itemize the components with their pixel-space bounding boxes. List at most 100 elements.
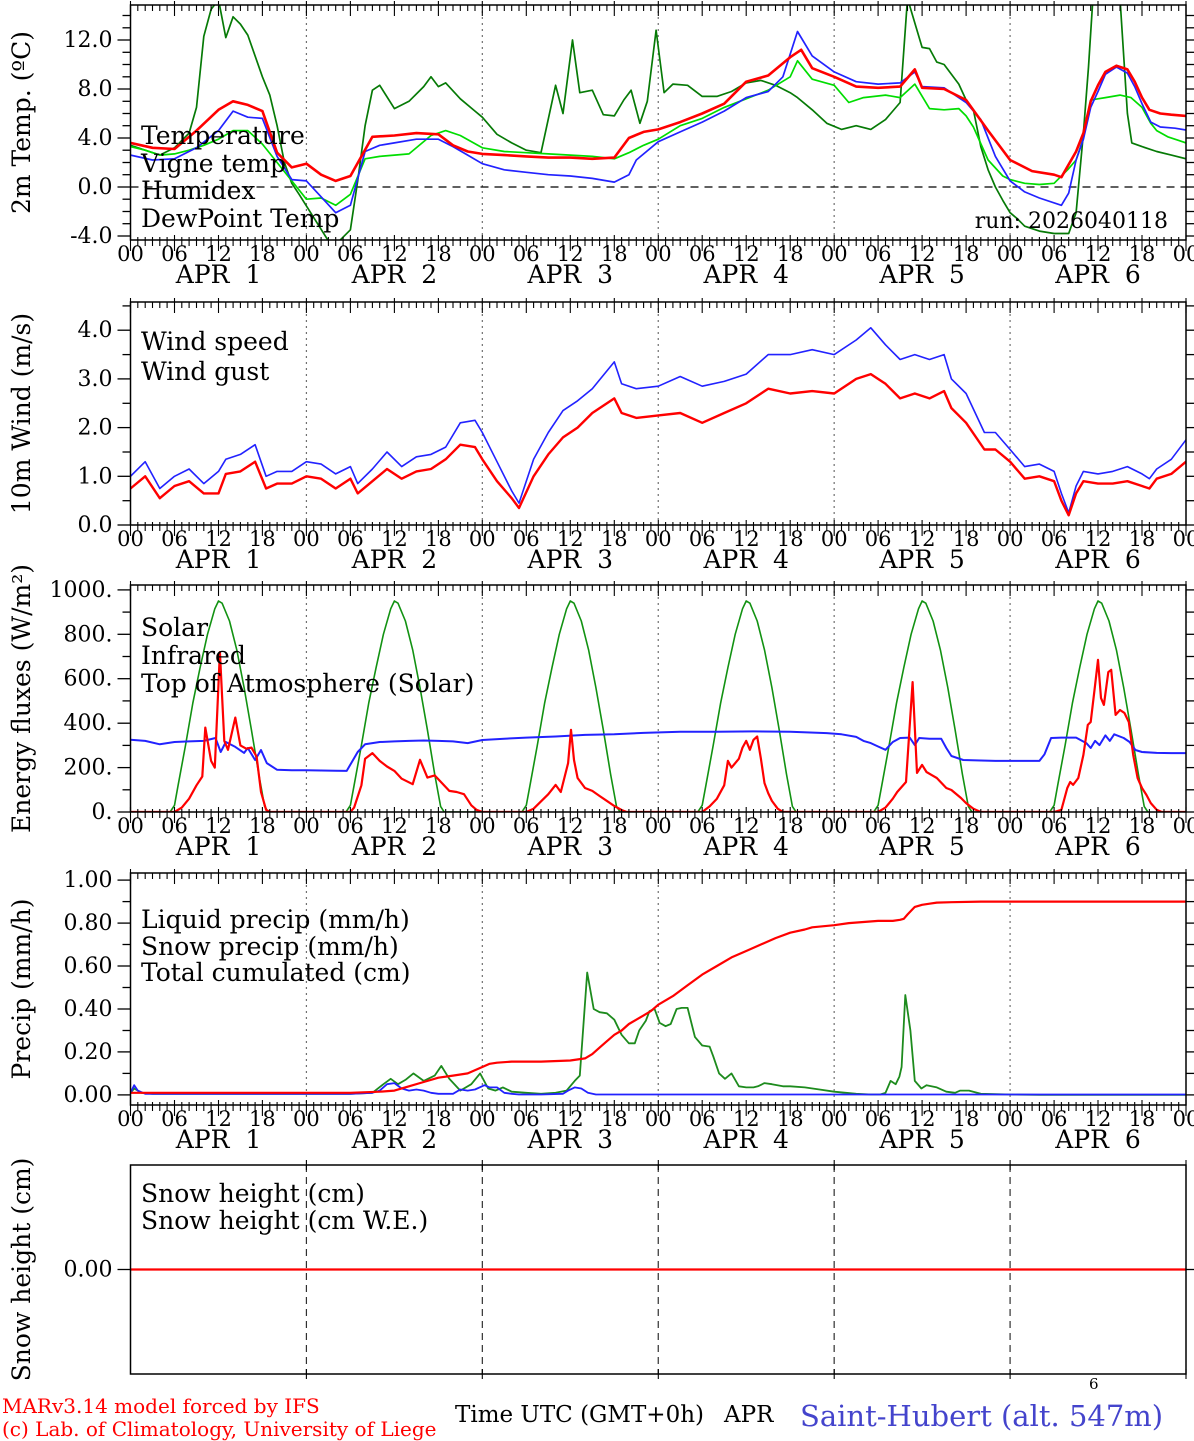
x-hour-label: 00 xyxy=(997,242,1024,266)
x-hour-label: 00 xyxy=(293,242,320,266)
x-hour-label: 00 xyxy=(117,242,144,266)
y-tick-label: -4.0 xyxy=(70,224,112,249)
x-hour-label: 00 xyxy=(1173,242,1194,266)
y-tick-label: 0.0 xyxy=(78,175,113,200)
x-hour-label: 00 xyxy=(997,814,1024,838)
x-hour-label: 00 xyxy=(821,814,848,838)
x-hour-label: 00 xyxy=(997,527,1024,551)
footer-page-number: 6 xyxy=(1089,1377,1099,1392)
panel-frame xyxy=(131,302,1187,525)
x-hour-label: 00 xyxy=(469,1107,496,1131)
x-day-label: APR 6 xyxy=(1054,260,1141,289)
x-hour-label: 00 xyxy=(117,527,144,551)
y-tick-label: 4.0 xyxy=(78,318,113,343)
x-day-label: APR 1 xyxy=(175,545,262,574)
series-liquid-precip xyxy=(131,973,1187,1095)
x-day-label: APR 1 xyxy=(175,832,262,861)
x-day-label: APR 4 xyxy=(702,260,789,289)
x-hour-label: 00 xyxy=(821,1107,848,1131)
series-infrared xyxy=(131,731,1187,771)
legend-2m-temp-2: Humidex xyxy=(141,176,256,205)
x-day-label: APR 1 xyxy=(175,1125,262,1154)
legend-snow-height-0: Snow height (cm) xyxy=(141,1179,365,1208)
x-hour-label: 00 xyxy=(469,527,496,551)
x-hour-label: 00 xyxy=(117,814,144,838)
x-day-label: APR 4 xyxy=(702,1125,789,1154)
y-tick-label: 0.00 xyxy=(64,1083,113,1108)
x-day-label: APR 5 xyxy=(878,260,965,289)
x-day-label: APR 2 xyxy=(351,260,438,289)
legend-2m-temp-1: Vigne temp xyxy=(140,149,286,178)
y-axis-title-2m-temp: 2m Temp. (ºC) xyxy=(7,31,36,214)
x-day-label: APR 4 xyxy=(702,545,789,574)
y-tick-label: 4.0 xyxy=(78,126,113,151)
x-hour-label: 00 xyxy=(293,1107,320,1131)
y-axis-title-energy-fluxes: Energy fluxes (W/m²) xyxy=(7,564,36,833)
x-hour-label: 00 xyxy=(821,527,848,551)
legend-snow-height-1: Snow height (cm W.E.) xyxy=(141,1206,428,1235)
series-top-of-atmosphere-solar xyxy=(170,601,1148,812)
x-day-label: APR 5 xyxy=(878,1125,965,1154)
x-hour-label: 00 xyxy=(117,1107,144,1131)
x-day-label: APR 2 xyxy=(351,1125,438,1154)
x-hour-label: 00 xyxy=(1173,527,1194,551)
x-hour-label: 00 xyxy=(645,814,672,838)
y-tick-label: 1000. xyxy=(50,578,113,603)
x-day-label: APR 4 xyxy=(702,832,789,861)
x-day-label: APR 1 xyxy=(175,260,262,289)
footer-month-label: APR xyxy=(724,1404,773,1427)
y-tick-label: 0.0 xyxy=(78,513,113,538)
y-tick-label: 12.0 xyxy=(64,28,113,53)
footer-credit-line-2: (c) Lab. of Climatology, University of L… xyxy=(2,1419,436,1439)
x-hour-label: 00 xyxy=(293,814,320,838)
legend-10m-wind-0: Wind speed xyxy=(141,327,289,356)
y-axis-title-snow-height: Snow height (cm) xyxy=(7,1158,36,1382)
y-tick-label: 1.0 xyxy=(78,464,113,489)
x-day-label: APR 6 xyxy=(1054,832,1141,861)
x-day-label: APR 6 xyxy=(1054,1125,1141,1154)
x-day-label: APR 3 xyxy=(527,832,614,861)
x-hour-label: 00 xyxy=(645,527,672,551)
x-hour-label: 00 xyxy=(821,242,848,266)
y-tick-label: 0.40 xyxy=(64,997,113,1022)
legend-energy-fluxes-2: Top of Atmosphere (Solar) xyxy=(141,669,474,698)
x-hour-label: 00 xyxy=(645,242,672,266)
y-tick-label: 800. xyxy=(64,622,113,647)
series-group xyxy=(131,328,1187,516)
run-label: run: 2026040118 xyxy=(975,209,1168,234)
legend-energy-fluxes-0: Solar xyxy=(141,613,208,642)
legend-2m-temp-0: Temperature xyxy=(141,121,305,150)
series-wind-gust xyxy=(131,328,1187,513)
x-hour-label: 00 xyxy=(469,814,496,838)
y-tick-label: 400. xyxy=(64,711,113,736)
y-axis-title-precip: Precip (mm/h) xyxy=(7,899,36,1080)
y-tick-label: 0.00 xyxy=(64,1258,113,1283)
y-tick-label: 0.80 xyxy=(64,911,113,936)
footer-station-label: Saint-Hubert (alt. 547m) xyxy=(800,1402,1163,1431)
y-tick-label: 8.0 xyxy=(78,77,113,102)
y-ticks xyxy=(118,590,1194,812)
x-hour-label: 00 xyxy=(469,242,496,266)
y-tick-label: 3.0 xyxy=(78,367,113,392)
x-day-label: APR 2 xyxy=(351,545,438,574)
x-hour-label: 00 xyxy=(1173,1107,1194,1131)
x-hour-label: 00 xyxy=(997,1107,1024,1131)
legend-10m-wind-1: Wind gust xyxy=(141,357,269,386)
x-hour-label: 00 xyxy=(293,527,320,551)
y-tick-label: 600. xyxy=(64,667,113,692)
y-tick-label: 200. xyxy=(64,756,113,781)
x-day-label: APR 5 xyxy=(878,545,965,574)
y-tick-label: 2.0 xyxy=(78,416,113,441)
x-day-label: APR 5 xyxy=(878,832,965,861)
legend-2m-temp-3: DewPoint Temp xyxy=(141,204,339,233)
x-day-label: APR 3 xyxy=(527,545,614,574)
x-hour-label: 00 xyxy=(1173,814,1194,838)
footer-xaxis-title: Time UTC (GMT+0h) xyxy=(455,1404,704,1427)
legend-precip-0: Liquid precip (mm/h) xyxy=(141,905,410,934)
y-axis-title-10m-wind: 10m Wind (m/s) xyxy=(7,313,36,514)
y-tick-label: 0.20 xyxy=(64,1040,113,1065)
